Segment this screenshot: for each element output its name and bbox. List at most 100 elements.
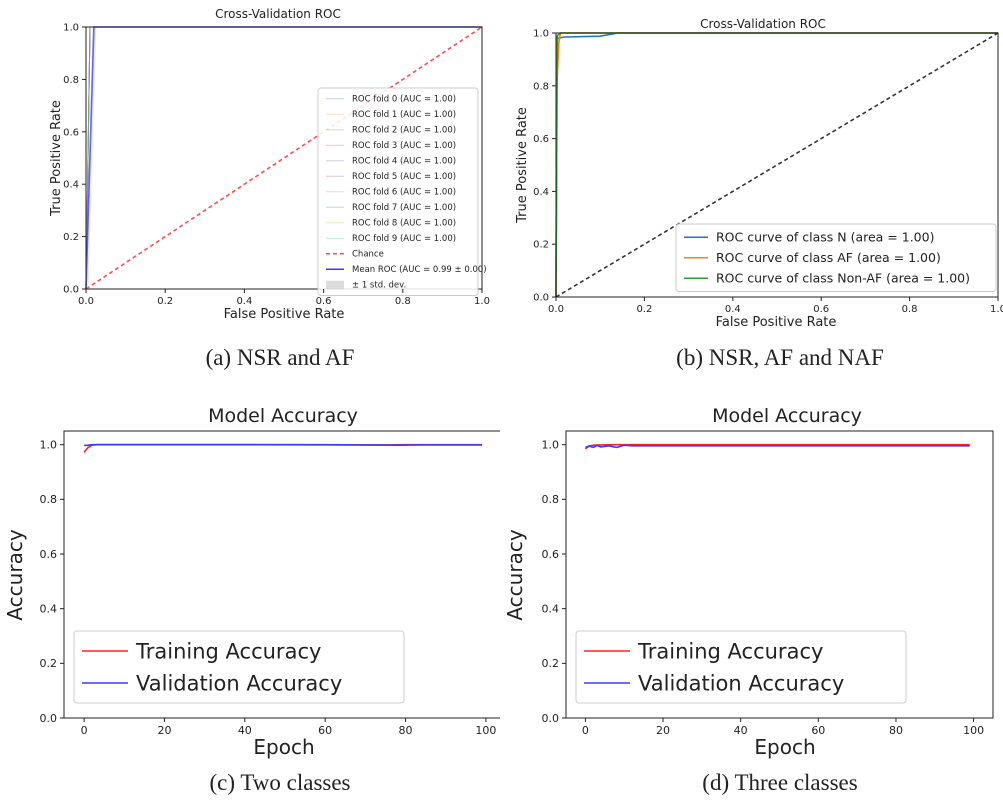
y-tick-label: 0.4 bbox=[533, 187, 549, 198]
y-tick-label: 0.0 bbox=[542, 712, 560, 725]
legend-box bbox=[575, 630, 907, 704]
legend-label: ROC fold 9 (AUC = 1.00) bbox=[352, 234, 456, 244]
x-axis-label: Epoch bbox=[253, 735, 314, 759]
series-line-0 bbox=[83, 443, 482, 453]
caption-c: (c) Two classes bbox=[209, 770, 351, 795]
legend: Training Accuracy Validation Accuracy bbox=[73, 630, 405, 704]
roc-chart-nsr-af: Cross-Validation ROC False Positive Rate… bbox=[49, 7, 490, 322]
caption-d: (d) Three classes bbox=[702, 770, 858, 795]
legend-label: Validation Accuracy bbox=[136, 671, 342, 695]
legend: Training Accuracy Validation Accuracy bbox=[575, 630, 907, 704]
y-tick-label: 0.6 bbox=[63, 127, 79, 138]
series-line-3 bbox=[555, 32, 999, 298]
y-tick-label: 0.4 bbox=[542, 603, 560, 616]
legend-label: ROC fold 5 (AUC = 1.00) bbox=[352, 172, 456, 182]
x-tick-label: 0.6 bbox=[316, 296, 332, 307]
x-axis-label: Epoch bbox=[754, 735, 815, 759]
x-tick-label: 0.0 bbox=[548, 304, 564, 315]
roc-chart-nsr-af-naf: Cross-Validation ROC False Positive Rate… bbox=[515, 17, 1003, 330]
plot-area bbox=[83, 443, 482, 453]
legend-swatch bbox=[326, 280, 344, 289]
y-tick-label: 0.0 bbox=[40, 712, 58, 725]
x-tick-label: 80 bbox=[399, 724, 413, 737]
legend: ROC fold 0 (AUC = 1.00) ROC fold 1 (AUC =… bbox=[317, 87, 487, 296]
caption-a: (a) NSR and AF bbox=[205, 345, 355, 370]
x-tick-label: 60 bbox=[318, 724, 332, 737]
plot-frame bbox=[565, 430, 994, 719]
y-tick-label: 0.8 bbox=[63, 75, 79, 86]
x-tick-label: 80 bbox=[889, 724, 903, 737]
plot-area bbox=[584, 443, 970, 450]
y-axis-label: True Positive Rate bbox=[515, 107, 530, 224]
legend-label: ROC fold 0 (AUC = 1.00) bbox=[352, 95, 456, 105]
legend-label: ROC curve of class Non-AF (area = 1.00) bbox=[716, 271, 970, 286]
y-tick-label: 1.0 bbox=[40, 439, 58, 452]
caption-b: (b) NSR, AF and NAF bbox=[676, 345, 884, 370]
x-tick-label: 100 bbox=[475, 724, 496, 737]
chart-title: Cross-Validation ROC bbox=[700, 17, 826, 31]
y-tick-label: 0.6 bbox=[542, 548, 560, 561]
legend-label: ROC fold 1 (AUC = 1.00) bbox=[352, 110, 456, 120]
legend-box bbox=[73, 630, 405, 704]
x-tick-label: 20 bbox=[157, 724, 171, 737]
x-tick-label: 1.0 bbox=[474, 296, 490, 307]
accuracy-chart-two-classes: Model Accuracy Epoch Accuracy Training A… bbox=[3, 405, 500, 759]
y-tick-label: 0.6 bbox=[533, 134, 549, 145]
x-tick-label: 0.2 bbox=[636, 304, 652, 315]
x-tick-label: 20 bbox=[656, 724, 670, 737]
legend-label: Chance bbox=[352, 250, 384, 260]
chart-title: Model Accuracy bbox=[208, 405, 358, 427]
y-tick-label: 1.0 bbox=[63, 23, 79, 34]
legend-label: ROC curve of class AF (area = 1.00) bbox=[716, 250, 941, 265]
x-tick-label: 60 bbox=[811, 724, 825, 737]
x-tick-label: 100 bbox=[963, 724, 984, 737]
chart-title: Cross-Validation ROC bbox=[215, 7, 341, 21]
y-tick-label: 0.0 bbox=[533, 293, 549, 304]
legend-label: ROC fold 8 (AUC = 1.00) bbox=[352, 219, 456, 229]
legend-label: ROC fold 6 (AUC = 1.00) bbox=[352, 188, 456, 198]
accuracy-chart-three-classes: Model Accuracy Epoch Accuracy Training A… bbox=[503, 405, 994, 759]
plot-frame bbox=[555, 32, 999, 298]
chart-title: Model Accuracy bbox=[712, 405, 862, 427]
legend-label: ROC fold 7 (AUC = 1.00) bbox=[352, 203, 456, 213]
y-tick-label: 1.0 bbox=[542, 439, 560, 452]
plot-frame bbox=[63, 430, 500, 719]
x-tick-label: 0.6 bbox=[813, 304, 829, 315]
x-tick-label: 0.0 bbox=[78, 296, 94, 307]
legend-box bbox=[317, 87, 479, 296]
x-tick-label: 40 bbox=[734, 724, 748, 737]
y-tick-label: 0.0 bbox=[63, 285, 79, 296]
x-tick-label: 0 bbox=[582, 724, 589, 737]
legend-label: Mean ROC (AUC = 0.99 ± 0.00) bbox=[352, 265, 487, 275]
y-tick-label: 1.0 bbox=[533, 29, 549, 40]
y-tick-label: 0.4 bbox=[40, 603, 58, 616]
x-tick-label: 0 bbox=[81, 724, 88, 737]
y-tick-label: 0.8 bbox=[542, 493, 560, 506]
y-axis-label: True Positive Rate bbox=[49, 100, 64, 217]
legend: ROC curve of class N (area = 1.00) ROC cu… bbox=[675, 223, 997, 292]
legend-label: ± 1 std. dev. bbox=[352, 281, 406, 291]
legend-label: Validation Accuracy bbox=[638, 671, 844, 695]
x-tick-label: 40 bbox=[238, 724, 252, 737]
series-line-10 bbox=[85, 26, 483, 290]
series-line-1 bbox=[585, 444, 970, 449]
y-tick-label: 0.2 bbox=[533, 240, 549, 251]
y-tick-label: 0.4 bbox=[63, 180, 79, 191]
x-tick-label: 0.8 bbox=[395, 296, 411, 307]
y-tick-label: 0.2 bbox=[542, 657, 560, 670]
y-axis-label: Accuracy bbox=[3, 529, 27, 620]
y-tick-label: 0.2 bbox=[40, 657, 58, 670]
x-tick-label: 0.2 bbox=[157, 296, 173, 307]
legend-label: ROC fold 4 (AUC = 1.00) bbox=[352, 157, 456, 167]
x-tick-label: 0.4 bbox=[236, 296, 252, 307]
legend-label: Training Accuracy bbox=[135, 639, 321, 663]
y-tick-label: 0.6 bbox=[40, 548, 58, 561]
y-tick-label: 0.8 bbox=[533, 81, 549, 92]
x-tick-label: 0.8 bbox=[902, 304, 918, 315]
x-axis-label: False Positive Rate bbox=[224, 307, 345, 322]
legend-label: ROC curve of class N (area = 1.00) bbox=[716, 230, 934, 245]
y-tick-label: 0.2 bbox=[63, 232, 79, 243]
legend-label: ROC fold 2 (AUC = 1.00) bbox=[352, 126, 456, 136]
legend-label: ROC fold 3 (AUC = 1.00) bbox=[352, 141, 456, 151]
x-tick-label: 1.0 bbox=[990, 304, 1003, 315]
